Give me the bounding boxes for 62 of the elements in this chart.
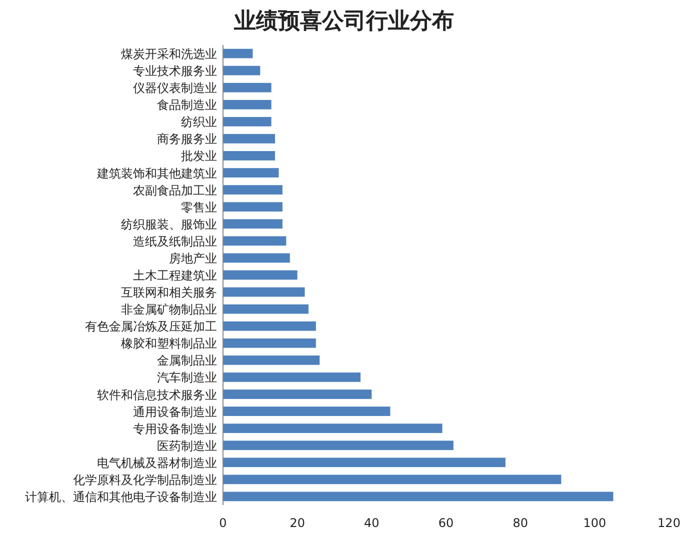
y-tick-label: 农副食品加工业 xyxy=(133,183,217,198)
x-tick-label: 60 xyxy=(438,516,454,530)
bar xyxy=(223,474,562,484)
bar xyxy=(223,390,372,399)
bar xyxy=(223,82,272,92)
bar xyxy=(223,100,272,110)
y-tick-label: 建筑装饰和其他建筑业 xyxy=(96,166,217,180)
y-tick-label: 橡胶和塑料制品业 xyxy=(121,336,217,351)
y-tick-label: 批发业 xyxy=(181,149,217,164)
y-tick-label: 通用设备制造业 xyxy=(133,404,217,419)
y-tick-label: 有色金属冶炼及压延加工 xyxy=(85,320,217,334)
y-tick-label: 仪器仪表制造业 xyxy=(133,81,217,96)
y-tick-label: 专用设备制造业 xyxy=(133,422,217,436)
bar xyxy=(223,356,320,365)
bar xyxy=(223,116,272,126)
y-tick-label: 纺织业 xyxy=(181,115,217,130)
y-tick-label: 互联网和相关服务 xyxy=(121,286,217,300)
y-tick-label: 计算机、通信和其他电子设备制造业 xyxy=(25,490,217,504)
bar xyxy=(223,372,361,382)
bar xyxy=(223,406,390,416)
bar xyxy=(223,458,506,468)
bar xyxy=(223,202,282,212)
y-tick-label: 化学原料及化学制品制造业 xyxy=(73,472,217,487)
x-tick-label: 40 xyxy=(364,516,380,530)
bar xyxy=(223,287,305,297)
bar xyxy=(223,253,290,263)
y-tick-label: 煤炭开采和洗选业 xyxy=(121,47,217,62)
y-tick-label: 房地产业 xyxy=(169,251,217,266)
x-tick-label: 0 xyxy=(219,516,227,530)
y-tick-label: 非金属矿物制品业 xyxy=(121,302,217,317)
x-tick-label: 100 xyxy=(583,516,606,530)
bar xyxy=(223,321,316,331)
bar xyxy=(223,168,279,178)
y-tick-label: 专业技术服务业 xyxy=(133,64,217,78)
bar xyxy=(223,219,282,229)
bar xyxy=(223,338,316,348)
bar xyxy=(223,185,282,194)
x-tick-label: 80 xyxy=(512,516,528,530)
y-tick-label: 造纸及纸制品业 xyxy=(133,234,217,248)
bar xyxy=(223,424,442,434)
y-tick-label: 食品制造业 xyxy=(157,98,217,112)
y-tick-label: 软件和信息技术服务业 xyxy=(97,388,217,402)
y-tick-label: 医药制造业 xyxy=(157,438,217,453)
x-tick-label: 120 xyxy=(658,516,680,530)
chart-title: 业绩预喜公司行业分布 xyxy=(233,8,454,34)
y-tick-label: 纺织服装、服饰业 xyxy=(121,217,217,232)
y-tick-label: 电气机械及器材制造业 xyxy=(97,456,217,470)
bar xyxy=(223,440,454,450)
bar xyxy=(223,236,286,246)
x-tick-label: 20 xyxy=(290,516,305,530)
bar xyxy=(223,304,308,314)
bar xyxy=(223,48,253,58)
y-tick-label: 土木工程建筑业 xyxy=(133,268,217,282)
y-tick-label: 金属制品业 xyxy=(157,354,217,368)
bar xyxy=(223,151,276,160)
bar xyxy=(223,66,260,76)
bar xyxy=(223,134,276,144)
y-tick-label: 商务服务业 xyxy=(157,132,217,146)
y-tick-label: 汽车制造业 xyxy=(157,370,217,385)
y-tick-label: 零售业 xyxy=(181,200,217,214)
bar xyxy=(223,492,614,502)
bar xyxy=(223,270,298,280)
